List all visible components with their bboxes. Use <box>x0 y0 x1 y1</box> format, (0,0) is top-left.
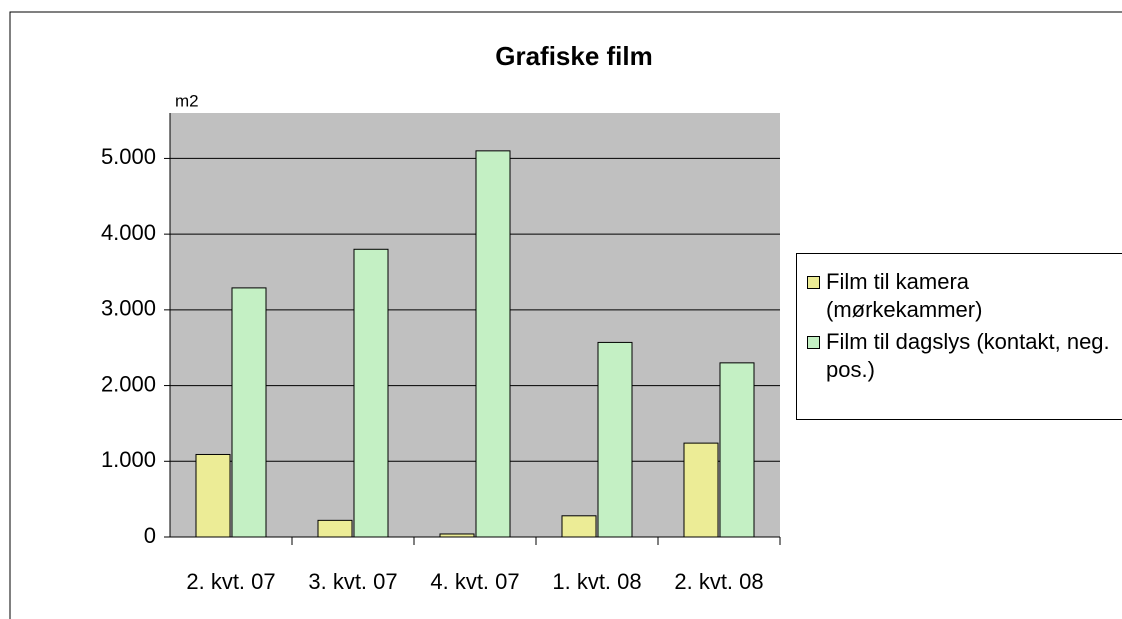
legend-swatch <box>807 276 820 289</box>
legend-item: Film til kamera (mørkekammer) <box>807 268 1122 324</box>
x-tick-label: 3. kvt. 07 <box>308 569 397 594</box>
bar <box>683 442 719 538</box>
x-tick-label: 1. kvt. 08 <box>552 569 641 594</box>
plot-area <box>170 113 780 537</box>
y-tick-label: 2.000 <box>101 371 156 396</box>
bar <box>475 150 511 538</box>
y-tick-label: 3.000 <box>101 296 156 321</box>
chart-title: Grafiske film <box>495 41 653 71</box>
x-tick-label: 2. kvt. 07 <box>186 569 275 594</box>
bar <box>719 362 755 538</box>
y-tick-label: 4.000 <box>101 220 156 245</box>
bar <box>561 515 597 538</box>
y-axis-label: m2 <box>175 91 199 110</box>
x-tick-label: 2. kvt. 08 <box>674 569 763 594</box>
legend-swatch <box>807 336 820 349</box>
y-tick-label: 0 <box>144 523 156 548</box>
bar <box>231 287 267 538</box>
bar <box>195 453 231 538</box>
bar <box>317 519 353 538</box>
y-tick-label: 5.000 <box>101 144 156 169</box>
bar <box>439 533 475 538</box>
legend-label: Film til kamera (mørkekammer) <box>826 269 983 322</box>
legend-item: Film til dagslys (kontakt, neg. pos.) <box>807 328 1122 384</box>
x-tick-label: 4. kvt. 07 <box>430 569 519 594</box>
bar <box>597 341 633 538</box>
legend-label: Film til dagslys (kontakt, neg. pos.) <box>826 329 1110 382</box>
legend: Film til kamera (mørkekammer) Film til da… <box>796 253 1122 420</box>
bar <box>353 248 389 538</box>
y-tick-label: 1.000 <box>101 447 156 472</box>
